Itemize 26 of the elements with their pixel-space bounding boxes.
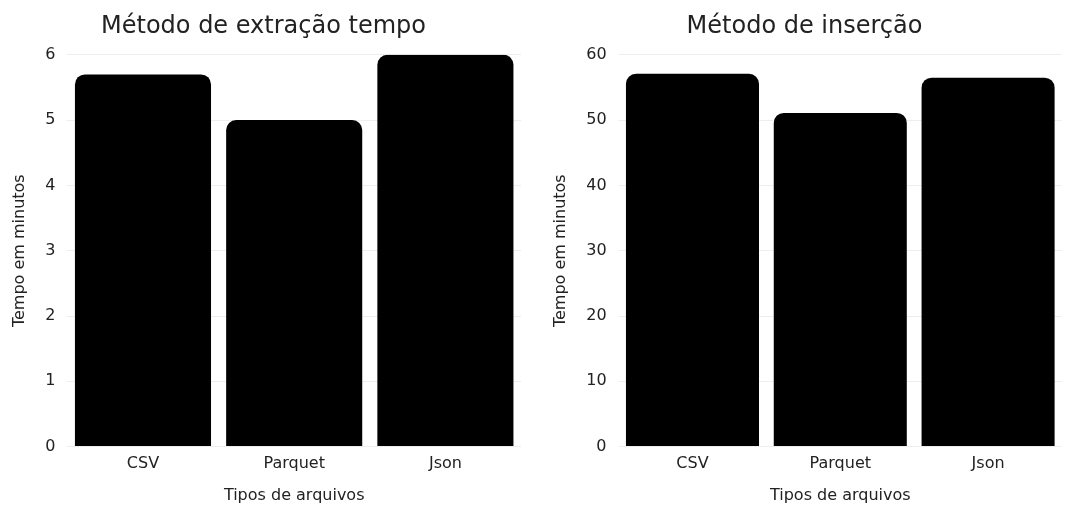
y-tick-label: 10	[586, 370, 607, 390]
x-axis-title: Tipos de arquivos	[222, 484, 365, 504]
y-axis-title: Tempo em minutos	[549, 174, 569, 329]
y-tick-label: 5	[45, 109, 56, 129]
y-tick-label: 0	[45, 435, 56, 455]
y-tick-label: 20	[586, 305, 607, 325]
chart-title: Método de inserção	[686, 10, 923, 39]
x-axis-title: Tipos de arquivos	[768, 484, 911, 504]
x-tick-label: CSV	[126, 453, 160, 473]
y-tick-label: 50	[586, 109, 607, 129]
x-tick-label: Json	[427, 453, 462, 473]
y-tick-label: 4	[45, 174, 56, 194]
y-tick-label: 6	[45, 43, 56, 63]
x-tick-label: Parquet	[263, 453, 325, 473]
y-tick-label: 1	[45, 370, 56, 390]
y-tick-label: 40	[586, 174, 607, 194]
y-tick-label: 0	[596, 435, 607, 455]
x-tick-label: Json	[970, 453, 1005, 473]
y-tick-label: 30	[586, 239, 607, 259]
y-axis-title: Tempo em minutos	[8, 174, 28, 329]
y-tick-label: 60	[586, 43, 607, 63]
x-tick-label: CSV	[676, 453, 709, 473]
y-tick-label: 2	[45, 305, 56, 325]
x-tick-label: Parquet	[809, 453, 872, 473]
y-tick-label: 3	[45, 239, 56, 259]
chart-title: Método de extração tempo	[101, 10, 426, 39]
